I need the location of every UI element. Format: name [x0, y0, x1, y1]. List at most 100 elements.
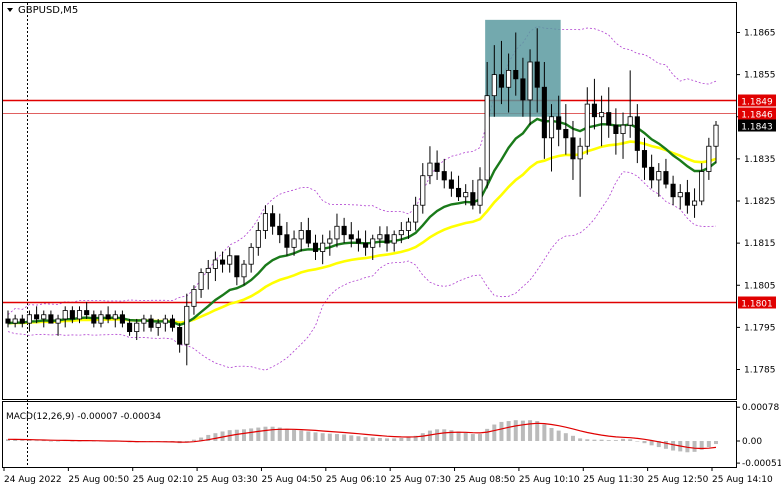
x-tick-label: 25 Aug 08:50	[455, 475, 516, 485]
candle-body	[455, 187, 462, 198]
candle-body	[12, 318, 18, 324]
y-tick-label: 1.1835	[744, 155, 776, 165]
candle-body	[277, 225, 283, 236]
current-price-box	[738, 119, 776, 132]
macd-bar	[628, 439, 633, 441]
candle-body	[677, 192, 683, 198]
macd-bar	[34, 440, 39, 442]
candle	[162, 314, 168, 332]
candle-body	[155, 322, 161, 328]
candle-body	[541, 86, 547, 139]
candle-body	[26, 314, 33, 324]
candle	[455, 175, 462, 201]
candle-body	[620, 124, 626, 134]
candle-body	[398, 230, 404, 236]
macd-bar	[406, 437, 411, 441]
candle	[670, 175, 676, 206]
level-label-box	[738, 94, 776, 107]
macd-bar	[270, 426, 275, 441]
candle-body	[55, 318, 61, 324]
macd-bar	[520, 420, 525, 441]
triangle-down-icon[interactable]	[7, 8, 13, 12]
candle	[255, 222, 261, 256]
macd-bar	[249, 428, 254, 441]
macd-bar	[349, 435, 354, 441]
macd-bar	[463, 432, 468, 441]
macd-bar	[492, 424, 497, 441]
macd-bar	[206, 434, 211, 441]
x-tick-label: 25 Aug 00:50	[68, 475, 129, 485]
candle-body	[291, 238, 297, 248]
candle-body	[534, 61, 540, 88]
candle	[370, 234, 376, 260]
candle	[363, 230, 369, 256]
candle	[570, 120, 576, 180]
macd-bar	[485, 428, 490, 441]
macd-bar	[606, 440, 611, 441]
x-tick-label: 24 Aug 2022	[4, 475, 62, 485]
candle	[98, 310, 104, 328]
candle-body	[463, 192, 469, 198]
candle	[441, 158, 447, 189]
time-axis: 24 Aug 2022 25 Aug 00:50 25 Aug 02:10 25 Au…	[3, 467, 773, 485]
ma-fast-line	[7, 117, 717, 327]
candle-body	[520, 78, 526, 101]
candle-body	[684, 192, 690, 206]
candle	[620, 112, 626, 159]
candle-body	[348, 234, 354, 240]
candle	[148, 314, 154, 332]
macd-bar	[449, 430, 454, 441]
candle-body	[334, 225, 340, 240]
candle	[556, 95, 562, 147]
candle	[591, 78, 597, 130]
macd-bar	[506, 421, 511, 441]
symbol-label: GBPUSD,M5	[18, 5, 78, 16]
candle-body	[405, 221, 412, 231]
candle	[241, 259, 247, 286]
candle-body	[34, 314, 40, 320]
macd-bar	[420, 433, 425, 441]
candle	[234, 255, 240, 286]
candle	[641, 137, 648, 180]
macd-bar	[334, 434, 339, 441]
macd-plot-frame	[2, 401, 737, 468]
candle	[284, 222, 290, 256]
macd-bar	[592, 439, 597, 441]
candle-body	[599, 112, 605, 118]
macd-bar	[320, 433, 325, 441]
candle	[584, 87, 590, 155]
candle-body	[177, 326, 183, 345]
macd-bar	[528, 420, 533, 441]
candle-body	[227, 255, 233, 265]
candle-body	[184, 305, 190, 345]
macd-bar	[299, 430, 304, 441]
candle-body	[427, 162, 433, 177]
candle-body	[491, 74, 497, 97]
candle	[434, 150, 440, 180]
y-tick-label: 1.1825	[744, 197, 776, 207]
candle	[134, 318, 140, 341]
candle	[76, 306, 83, 324]
candle-body	[112, 314, 118, 320]
candle	[320, 234, 326, 265]
x-tick-label: 25 Aug 04:50	[261, 475, 322, 485]
macd-bar	[392, 438, 397, 441]
candle-body	[270, 213, 276, 227]
macd-bar	[656, 441, 661, 448]
candle-body	[198, 272, 204, 290]
candle	[405, 217, 412, 239]
symbol-header[interactable]: GBPUSD,M5	[7, 5, 78, 16]
macd-bar	[363, 437, 368, 441]
candle	[91, 310, 97, 328]
candle-body	[692, 200, 698, 206]
candle-body	[663, 171, 669, 185]
candle	[627, 70, 633, 138]
candle	[55, 314, 61, 336]
macd-bar	[621, 438, 626, 441]
candle	[26, 310, 33, 332]
candle	[384, 226, 390, 252]
candle-body	[570, 137, 576, 160]
candle-body	[627, 116, 633, 126]
candle-body	[212, 259, 218, 269]
